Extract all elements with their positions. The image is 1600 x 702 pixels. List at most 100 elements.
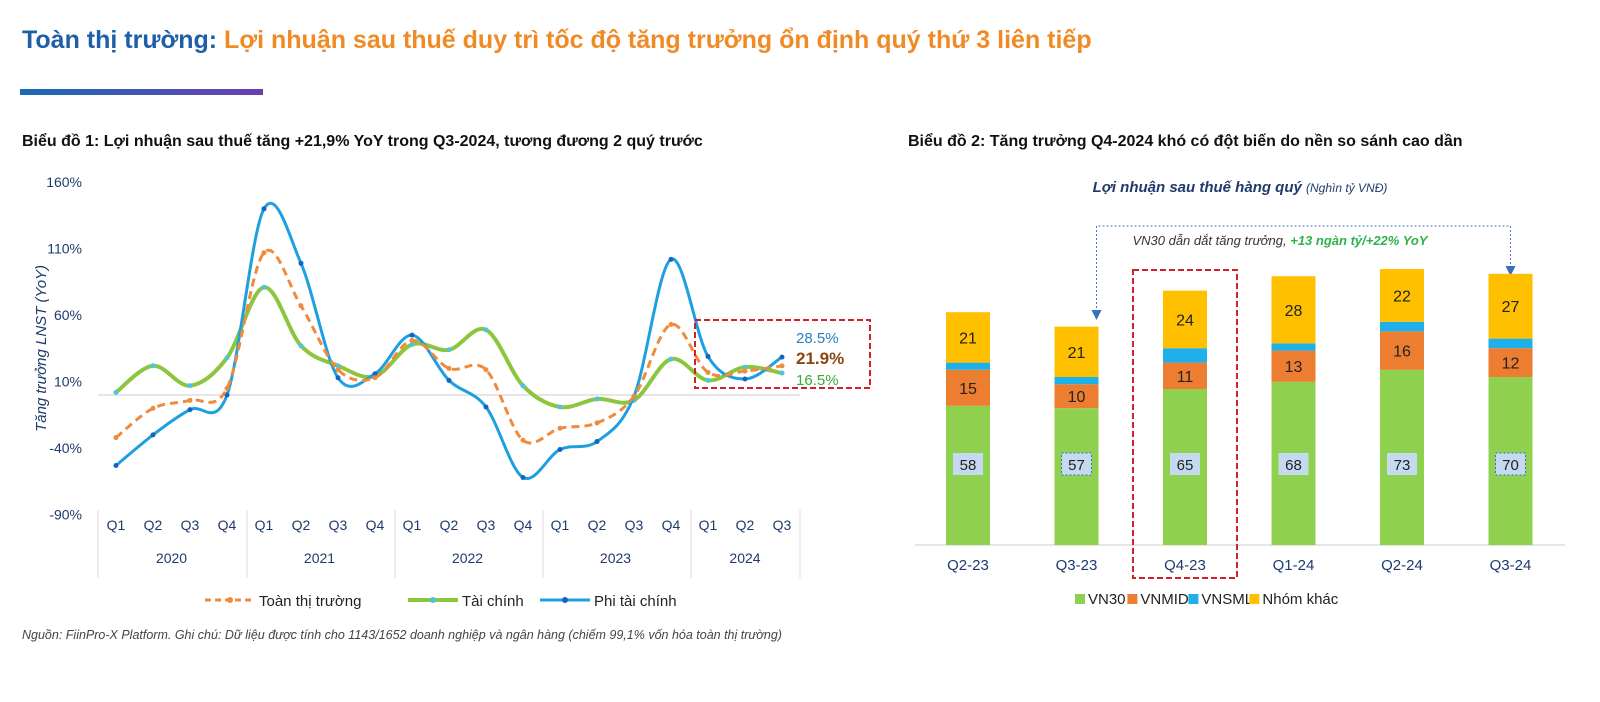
data-point bbox=[520, 474, 526, 480]
bar-segment-vnmid bbox=[1271, 350, 1316, 382]
data-point bbox=[335, 367, 341, 373]
y-tick-label: -90% bbox=[49, 507, 82, 523]
data-point bbox=[372, 371, 378, 377]
chart2-title: Biểu đồ 2: Tăng trưởng Q4-2024 khó có độ… bbox=[908, 133, 1463, 150]
bar-value-label: 24 bbox=[1176, 312, 1194, 329]
data-point bbox=[668, 256, 674, 262]
data-point bbox=[224, 392, 230, 398]
x-tick-label: Q1 bbox=[551, 517, 570, 533]
value-label-box bbox=[953, 453, 983, 475]
y-axis-title: Tăng trưởng LNST (YoY) bbox=[33, 265, 50, 432]
legend-marker bbox=[430, 597, 436, 603]
data-point bbox=[779, 363, 785, 369]
data-point bbox=[520, 383, 526, 389]
y-tick-label: -40% bbox=[49, 440, 82, 456]
bar-segment-vn30 bbox=[946, 405, 990, 545]
bar-segment-vnsml bbox=[1380, 321, 1424, 332]
bar-segment-nhóm-khác bbox=[1488, 273, 1533, 339]
data-point bbox=[742, 364, 748, 370]
legend-label: VN30 bbox=[1088, 591, 1126, 608]
bar-value-label: 65 bbox=[1177, 457, 1194, 474]
x-tick-label: Q1 bbox=[403, 517, 422, 533]
data-point bbox=[113, 462, 119, 468]
legend-marker bbox=[227, 597, 233, 603]
x-tick-label: Q4 bbox=[662, 517, 681, 533]
value-label-box bbox=[1170, 453, 1200, 475]
bar-value-label: 21 bbox=[1068, 345, 1086, 362]
year-label: 2023 bbox=[600, 550, 631, 566]
series-line-0 bbox=[115, 248, 783, 445]
bar-segment-nhóm-khác bbox=[946, 312, 990, 363]
title-underline bbox=[20, 89, 263, 95]
legend-swatch bbox=[1188, 594, 1199, 604]
bar-value-label: 21 bbox=[959, 330, 977, 347]
x-tick-label: Q4 bbox=[514, 517, 533, 533]
bar-segment-vnmid bbox=[1380, 331, 1424, 370]
x-tick-label: Q3 bbox=[773, 517, 792, 533]
arrow-down-icon bbox=[1505, 266, 1516, 276]
data-point bbox=[335, 363, 341, 369]
data-point bbox=[483, 367, 489, 373]
data-point bbox=[113, 389, 119, 395]
chart-subtitle: Lợi nhuận sau thuế hàng quý (Nghìn tỷ VN… bbox=[1093, 179, 1388, 196]
data-point bbox=[224, 385, 230, 391]
annotation-connector bbox=[1096, 225, 1511, 312]
bar-segment-vnsml bbox=[1163, 348, 1207, 363]
x-tick-label: Q2 bbox=[588, 517, 607, 533]
x-tick-label: Q2 bbox=[440, 517, 459, 533]
x-tick-label: Q3 bbox=[477, 517, 496, 533]
x-tick-label: Q3 bbox=[625, 517, 644, 533]
value-label-box bbox=[1495, 452, 1526, 476]
subtitle-unit: (Nghìn tỷ VNĐ) bbox=[1306, 181, 1387, 195]
bar-segment-vnsml bbox=[1488, 338, 1533, 349]
data-point bbox=[150, 432, 156, 438]
x-tick-label: Q3 bbox=[329, 517, 348, 533]
bar-segment-vn30 bbox=[1054, 408, 1099, 545]
data-point bbox=[261, 250, 267, 256]
page-title: Toàn thị trường: Lợi nhuận sau thuế duy … bbox=[22, 26, 1092, 55]
data-point bbox=[594, 439, 600, 445]
data-point bbox=[372, 375, 378, 381]
data-point bbox=[113, 435, 119, 441]
x-tick-label: Q1 bbox=[255, 517, 274, 533]
data-point bbox=[298, 303, 304, 309]
legend-label: VNMID bbox=[1140, 591, 1189, 608]
data-point bbox=[705, 377, 711, 383]
x-tick-label: Q3-24 bbox=[1490, 557, 1532, 574]
bar-segment-vnsml bbox=[1271, 343, 1316, 351]
bar-value-label: 28 bbox=[1285, 303, 1303, 320]
year-label: 2022 bbox=[452, 550, 483, 566]
x-tick-label: Q1 bbox=[699, 517, 718, 533]
data-point bbox=[557, 447, 563, 453]
bar-segment-vnmid bbox=[1488, 348, 1533, 377]
arrow-down-icon bbox=[1091, 310, 1102, 320]
bar-segment-vnmid bbox=[1054, 384, 1099, 409]
legend-swatch bbox=[1127, 594, 1138, 604]
x-tick-label: Q2 bbox=[292, 517, 311, 533]
bar-segment-vnsml bbox=[1054, 377, 1099, 385]
x-tick-label: Q1 bbox=[107, 517, 126, 533]
data-point bbox=[594, 396, 600, 402]
data-point bbox=[298, 260, 304, 266]
year-label: 2021 bbox=[304, 550, 335, 566]
value-label-box bbox=[1278, 453, 1309, 475]
legend-label: Tài chính bbox=[462, 593, 524, 610]
legend-swatch bbox=[1075, 594, 1085, 604]
bar-segment-vnmid bbox=[1163, 362, 1207, 389]
end-label-phi-tai-chinh: 28.5% bbox=[796, 330, 839, 347]
data-point bbox=[150, 405, 156, 411]
x-tick-label: Q2 bbox=[736, 517, 755, 533]
chart1-title: Biểu đồ 1: Lợi nhuận sau thuế tăng +21,9… bbox=[22, 133, 703, 150]
bar-segment-nhóm-khác bbox=[1054, 326, 1099, 377]
end-label-tai-chinh: 16.5% bbox=[796, 372, 839, 389]
data-point bbox=[742, 376, 748, 382]
data-point bbox=[668, 322, 674, 328]
bar-value-label: 58 bbox=[960, 457, 977, 474]
x-tick-label: Q1-24 bbox=[1273, 557, 1315, 574]
data-point bbox=[409, 332, 415, 338]
annotation-highlight: +13 ngàn tỷ/+22% YoY bbox=[1290, 233, 1429, 248]
value-label-box bbox=[1387, 453, 1417, 475]
bar-value-label: 16 bbox=[1393, 344, 1411, 361]
x-tick-label: Q4 bbox=[218, 517, 237, 533]
data-point bbox=[409, 341, 415, 347]
